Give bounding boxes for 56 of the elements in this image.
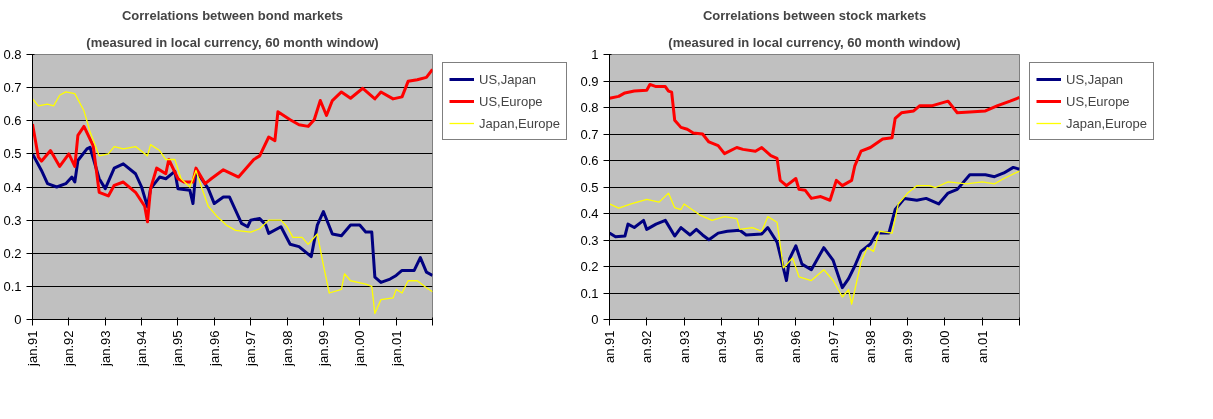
x-tick-label: an.95 xyxy=(751,330,767,364)
y-tick-label: 0 xyxy=(591,312,599,327)
x-tick-label: an.94 xyxy=(713,330,729,364)
x-tick-label: jan.97 xyxy=(243,330,259,367)
legend-label: US,Japan xyxy=(1066,71,1124,87)
y-tick-label: 0.1 xyxy=(580,285,599,301)
x-tick-label: an.91 xyxy=(602,330,617,364)
x-tick-label: an.01 xyxy=(974,330,990,364)
legend-label: US,Japan xyxy=(479,71,537,87)
line-series xyxy=(32,67,433,224)
y-tick-label: 0.6 xyxy=(3,113,22,129)
x-tick-label: an.93 xyxy=(676,330,692,364)
y-tick-label: 0.9 xyxy=(580,73,599,89)
y-tick-label: 0.8 xyxy=(580,100,599,115)
y-tick-label: 0.3 xyxy=(3,212,22,228)
x-tick-label: an.00 xyxy=(937,330,953,364)
x-tick-label: an.98 xyxy=(862,330,878,364)
y-tick-label: 0 xyxy=(14,312,22,327)
x-tick-label: an.96 xyxy=(788,330,804,364)
x-tick-label: jan.91 xyxy=(25,330,40,367)
legend-label: Japan,Europe xyxy=(1066,115,1147,131)
y-tick-label: 0.7 xyxy=(580,126,599,142)
x-tick-label: jan.94 xyxy=(134,330,150,367)
y-tick-label: 1 xyxy=(591,47,599,62)
y-tick-label: 0.3 xyxy=(580,232,599,248)
x-tick-label: jan.01 xyxy=(388,330,404,367)
x-tick-label: jan.96 xyxy=(206,330,222,367)
x-tick-label: jan.93 xyxy=(97,330,113,367)
y-tick-label: 0.2 xyxy=(580,259,599,274)
chart-subtitle: (measured in local currency, 60 month window) xyxy=(668,34,961,50)
x-tick-label: jan.99 xyxy=(315,330,331,367)
x-tick-label: jan.95 xyxy=(170,330,186,367)
x-tick-label: an.97 xyxy=(825,330,841,364)
y-tick-label: 0.5 xyxy=(3,146,22,162)
chart-subtitle: (measured in local currency, 60 month window) xyxy=(86,34,379,50)
y-tick-label: 0.4 xyxy=(3,179,22,195)
y-tick-label: 0.2 xyxy=(3,245,22,261)
x-tick-label: jan.92 xyxy=(61,330,77,367)
line-series xyxy=(32,145,433,284)
y-tick-label: 0.8 xyxy=(3,47,22,62)
legend-label: US,Europe xyxy=(479,93,543,109)
legend-label: Japan,Europe xyxy=(479,115,560,131)
y-tick-label: 0.4 xyxy=(580,206,599,221)
line-series xyxy=(609,82,1020,202)
y-tick-label: 0.1 xyxy=(3,278,22,294)
line-series xyxy=(32,91,433,315)
x-tick-label: jan.98 xyxy=(279,330,295,367)
x-tick-label: an.92 xyxy=(639,330,655,364)
x-tick-label: an.99 xyxy=(900,330,916,364)
x-tick-label: jan.00 xyxy=(352,330,368,367)
y-tick-label: 0.5 xyxy=(580,179,599,195)
y-tick-label: 0.7 xyxy=(3,80,22,96)
chart-title: Correlations between bond markets xyxy=(121,7,344,23)
chart-title: Correlations between stock markets xyxy=(702,7,927,23)
legend-label: US,Europe xyxy=(1066,93,1130,109)
y-tick-label: 0.6 xyxy=(580,153,599,168)
